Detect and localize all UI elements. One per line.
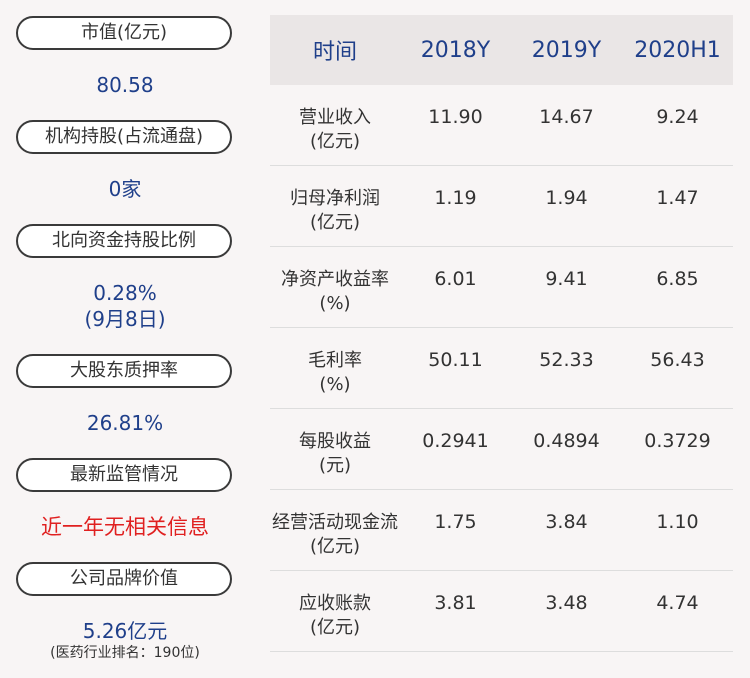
metric-name: 净资产收益率 bbox=[281, 269, 389, 290]
table-cell: 3.81 bbox=[434, 592, 477, 614]
metric-unit: (亿元) bbox=[309, 536, 361, 557]
table-cell: 3.84 bbox=[545, 511, 588, 533]
row-label: 应收账款 (亿元) bbox=[270, 571, 400, 640]
table-cell: 52.33 bbox=[539, 349, 594, 371]
row-label: 归母净利润 (亿元) bbox=[270, 166, 400, 235]
metric-unit: (%) bbox=[319, 293, 351, 314]
northbound-ratio-label: 北向资金持股比例 bbox=[16, 224, 232, 258]
table-cell: 3.48 bbox=[545, 592, 588, 614]
table-row: 净资产收益率 (%) 6.01 9.41 6.85 bbox=[270, 247, 733, 328]
table-cell: 50.11 bbox=[428, 349, 483, 371]
northbound-ratio-date: (9月8日) bbox=[84, 307, 166, 331]
table-cell: 11.90 bbox=[428, 106, 483, 128]
pledge-ratio-value: 26.81% bbox=[86, 411, 164, 435]
metric-name: 经营活动现金流 bbox=[272, 512, 398, 533]
institutional-holding-label: 机构持股(占流通盘) bbox=[16, 120, 232, 154]
metric-unit: (亿元) bbox=[309, 617, 361, 638]
metric-name: 归母净利润 bbox=[290, 188, 380, 209]
table-cell: 1.10 bbox=[656, 511, 699, 533]
metric-name: 毛利率 bbox=[308, 350, 362, 371]
table-cell: 6.85 bbox=[656, 268, 699, 290]
regulatory-status-label: 最新监管情况 bbox=[16, 458, 232, 492]
table-cell: 14.67 bbox=[539, 106, 594, 128]
table-cell: 6.01 bbox=[434, 268, 477, 290]
pledge-ratio-label: 大股东质押率 bbox=[16, 354, 232, 388]
metric-name: 每股收益 bbox=[299, 431, 371, 452]
left-panel: 市值(亿元) 80.58 机构持股(占流通盘) 0家 北向资金持股比例 0.28… bbox=[0, 0, 250, 678]
metric-name: 应收账款 bbox=[299, 593, 371, 614]
institutional-holding-value: 0家 bbox=[108, 177, 142, 201]
financial-table: 时间 2018Y 2019Y 2020H1 营业收入 (亿元) 11.90 14.… bbox=[270, 15, 733, 652]
table-row: 毛利率 (%) 50.11 52.33 56.43 bbox=[270, 328, 733, 409]
table-row: 每股收益 (元) 0.2941 0.4894 0.3729 bbox=[270, 409, 733, 490]
table-cell: 9.41 bbox=[545, 268, 588, 290]
table-row: 归母净利润 (亿元) 1.19 1.94 1.47 bbox=[270, 166, 733, 247]
table-cell: 1.19 bbox=[434, 187, 477, 209]
regulatory-status-value: 近一年无相关信息 bbox=[41, 515, 209, 539]
table-cell: 1.75 bbox=[434, 511, 477, 533]
header-2018y: 2018Y bbox=[420, 37, 491, 63]
row-label: 经营活动现金流 (亿元) bbox=[270, 490, 400, 559]
brand-value-label: 公司品牌价值 bbox=[16, 562, 232, 596]
table-row: 经营活动现金流 (亿元) 1.75 3.84 1.10 bbox=[270, 490, 733, 571]
table-cell: 4.74 bbox=[656, 592, 699, 614]
table-cell: 0.2941 bbox=[422, 430, 489, 452]
metric-unit: (元) bbox=[318, 455, 352, 476]
row-label: 营业收入 (亿元) bbox=[270, 85, 400, 154]
table-cell: 0.3729 bbox=[644, 430, 711, 452]
metric-unit: (亿元) bbox=[309, 131, 361, 152]
header-2019y: 2019Y bbox=[531, 37, 602, 63]
row-label: 毛利率 (%) bbox=[270, 328, 400, 397]
table-cell: 1.94 bbox=[545, 187, 588, 209]
metric-name: 营业收入 bbox=[299, 107, 371, 128]
market-cap-value: 80.58 bbox=[96, 73, 154, 97]
brand-value-value: 5.26亿元 bbox=[82, 619, 168, 643]
market-cap-label: 市值(亿元) bbox=[16, 16, 232, 50]
header-2020h1: 2020H1 bbox=[634, 37, 721, 63]
table-cell: 0.4894 bbox=[533, 430, 600, 452]
row-label: 净资产收益率 (%) bbox=[270, 247, 400, 316]
table-cell: 9.24 bbox=[656, 106, 699, 128]
header-period: 时间 bbox=[312, 40, 357, 65]
metric-unit: (亿元) bbox=[309, 212, 361, 233]
northbound-ratio-value: 0.28% bbox=[93, 281, 157, 305]
table-header: 时间 2018Y 2019Y 2020H1 bbox=[270, 15, 733, 85]
table-row: 应收账款 (亿元) 3.81 3.48 4.74 bbox=[270, 571, 733, 652]
row-label: 每股收益 (元) bbox=[270, 409, 400, 478]
brand-value-rank-note: (医药行业排名：190位) bbox=[50, 645, 200, 661]
table-cell: 1.47 bbox=[656, 187, 699, 209]
metric-unit: (%) bbox=[319, 374, 351, 395]
table-row: 营业收入 (亿元) 11.90 14.67 9.24 bbox=[270, 85, 733, 166]
table-cell: 56.43 bbox=[650, 349, 705, 371]
